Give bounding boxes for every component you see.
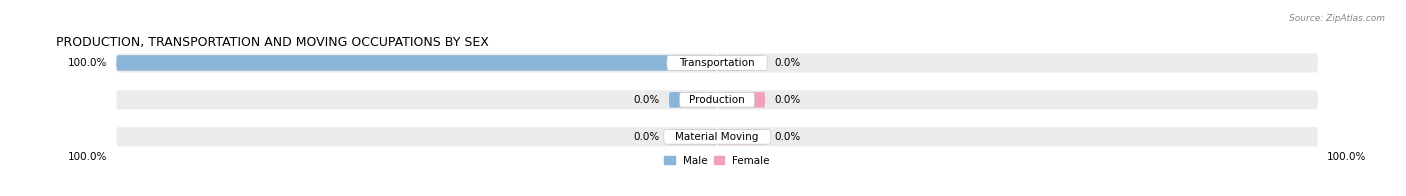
- FancyBboxPatch shape: [669, 129, 717, 144]
- Text: 0.0%: 0.0%: [634, 95, 659, 105]
- Text: 0.0%: 0.0%: [775, 58, 800, 68]
- FancyBboxPatch shape: [679, 93, 755, 107]
- FancyBboxPatch shape: [117, 55, 717, 71]
- FancyBboxPatch shape: [717, 127, 1317, 146]
- FancyBboxPatch shape: [717, 92, 765, 108]
- FancyBboxPatch shape: [117, 53, 717, 73]
- Text: 0.0%: 0.0%: [775, 95, 800, 105]
- Text: Source: ZipAtlas.com: Source: ZipAtlas.com: [1289, 14, 1385, 23]
- Text: 0.0%: 0.0%: [775, 132, 800, 142]
- FancyBboxPatch shape: [117, 127, 717, 146]
- FancyBboxPatch shape: [717, 55, 765, 71]
- Text: 100.0%: 100.0%: [67, 58, 107, 68]
- Text: Transportation: Transportation: [679, 58, 755, 68]
- Text: 100.0%: 100.0%: [1326, 152, 1365, 162]
- Text: 100.0%: 100.0%: [69, 152, 108, 162]
- FancyBboxPatch shape: [117, 90, 717, 109]
- Legend: Male, Female: Male, Female: [664, 156, 770, 166]
- FancyBboxPatch shape: [664, 129, 770, 144]
- FancyBboxPatch shape: [666, 56, 768, 70]
- FancyBboxPatch shape: [669, 92, 717, 108]
- Text: Material Moving: Material Moving: [675, 132, 759, 142]
- Text: Production: Production: [689, 95, 745, 105]
- Text: 0.0%: 0.0%: [634, 132, 659, 142]
- Text: PRODUCTION, TRANSPORTATION AND MOVING OCCUPATIONS BY SEX: PRODUCTION, TRANSPORTATION AND MOVING OC…: [56, 36, 489, 49]
- FancyBboxPatch shape: [717, 90, 1317, 109]
- FancyBboxPatch shape: [717, 129, 765, 144]
- FancyBboxPatch shape: [717, 53, 1317, 73]
